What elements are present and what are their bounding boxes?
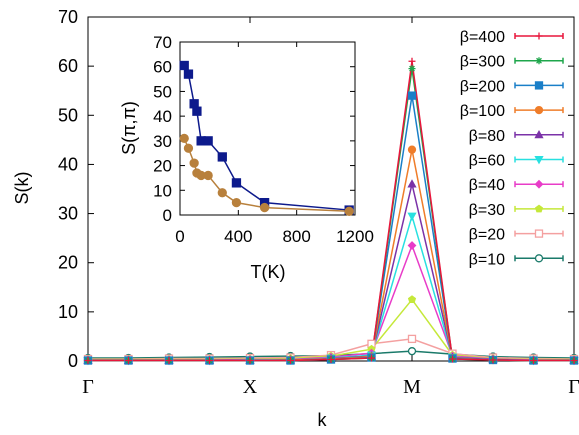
- data-point: [407, 295, 417, 304]
- legend: β=400 β=300 β=200 β=100 β=80 β=60 β=40 β=30 β=20…: [460, 29, 564, 268]
- inset-y-tick-label: 40: [153, 107, 172, 126]
- legend-label: β=200: [460, 78, 505, 95]
- inset-y-tick-label: 60: [153, 58, 172, 77]
- legend-label: β=30: [469, 202, 505, 219]
- inset-x-axis: 0 400 800 1200: [175, 42, 374, 246]
- main-y-tick-label: 40: [58, 154, 78, 174]
- data-point: [408, 65, 416, 73]
- legend-marker: [534, 105, 544, 115]
- main-y-tick-label: 10: [58, 302, 78, 322]
- inset-x-tick-label: 0: [175, 227, 184, 246]
- legend-marker: [535, 32, 543, 40]
- legend-label: β=400: [460, 29, 505, 46]
- data-point: [246, 357, 254, 365]
- inset-y-axis: 0 10 20 30 40 50 60 70: [153, 33, 355, 225]
- inset-y-tick-label: 70: [153, 33, 172, 52]
- inset-y-tick-label: 50: [153, 82, 172, 101]
- data-point: [407, 91, 417, 100]
- inset-y-tick-label: 0: [163, 206, 172, 225]
- inset-data-point: [344, 206, 354, 216]
- legend-label: β=300: [460, 54, 505, 71]
- data-point: [84, 357, 92, 365]
- legend-label: β=60: [469, 153, 505, 170]
- inset-x-tick-label: 400: [224, 227, 252, 246]
- inset-x-axis-label: T(K): [251, 262, 286, 282]
- main-x-axis-label: k: [318, 410, 328, 430]
- main-y-tick-label: 50: [58, 105, 78, 125]
- main-y-tick-label: 30: [58, 204, 78, 224]
- series-line: [88, 298, 574, 361]
- main-y-tick-label: 0: [68, 351, 78, 371]
- legend-marker: [534, 229, 544, 238]
- inset-plot-frame: [179, 41, 356, 216]
- data-point: [408, 57, 416, 65]
- data-point: [206, 357, 213, 365]
- main-x-tick-label: Γ: [568, 376, 579, 398]
- data-point: [327, 356, 335, 364]
- data-point: [407, 241, 417, 250]
- main-y-tick-label: 70: [58, 7, 78, 27]
- legend-marker: [534, 81, 544, 90]
- legend-marker: [534, 254, 544, 263]
- legend-marker: [534, 204, 544, 213]
- data-point: [287, 357, 294, 365]
- data-point: [449, 355, 456, 363]
- inset-series-markers: [179, 60, 354, 216]
- data-point: [407, 179, 417, 188]
- main-y-tick-label: 20: [58, 253, 78, 273]
- inset-data-point: [192, 106, 202, 116]
- legend-marker: [534, 129, 544, 139]
- legend-marker: [534, 156, 544, 165]
- data-point: [530, 357, 537, 365]
- inset-y-axis-label: S(π,π): [119, 101, 139, 155]
- legend-marker: [534, 179, 544, 189]
- main-x-tick-label: Γ: [82, 376, 94, 398]
- inset-background: [180, 42, 355, 215]
- data-point: [570, 357, 578, 365]
- inset-data-point: [203, 136, 213, 146]
- inset-data-point: [203, 170, 213, 181]
- inset-data-point: [189, 158, 199, 168]
- inset-data-point: [217, 152, 227, 162]
- legend-label: β=100: [460, 103, 505, 120]
- inset-data-point: [217, 188, 227, 198]
- data-point: [407, 334, 417, 344]
- main-x-tick-label: M: [403, 376, 421, 398]
- inset-data-point: [259, 202, 270, 213]
- data-point: [125, 357, 132, 365]
- data-point: [407, 347, 417, 356]
- main-y-tick-label: 60: [58, 56, 78, 76]
- inset-x-tick-label: 800: [282, 227, 310, 246]
- legend-label: β=80: [469, 128, 505, 145]
- inset-data-point: [231, 178, 242, 188]
- inset-data-point: [179, 60, 189, 71]
- data-point: [368, 354, 375, 362]
- data-point: [407, 212, 417, 221]
- inset-y-tick-label: 20: [153, 157, 172, 176]
- inset-x-tick-label: 1200: [336, 227, 374, 246]
- inset-data-point: [231, 197, 242, 208]
- main-y-axis: 0 10 20 30 40 50 60 70: [58, 7, 574, 371]
- inset-data-point: [183, 69, 194, 79]
- data-point: [407, 145, 417, 154]
- main-x-tick-label: X: [243, 376, 258, 398]
- data-point: [489, 356, 497, 364]
- main-y-axis-label: S(k): [12, 172, 32, 205]
- legend-label: β=10: [469, 251, 505, 268]
- inset-data-point: [183, 143, 194, 153]
- legend-marker: [535, 57, 543, 65]
- inset-data-point: [179, 133, 189, 144]
- legend-label: β=20: [469, 227, 505, 244]
- legend-label: β=40: [469, 177, 505, 194]
- inset-y-tick-label: 10: [153, 181, 172, 200]
- inset-y-tick-label: 30: [153, 132, 172, 151]
- main-series-markers: [83, 57, 579, 366]
- data-point: [165, 357, 173, 365]
